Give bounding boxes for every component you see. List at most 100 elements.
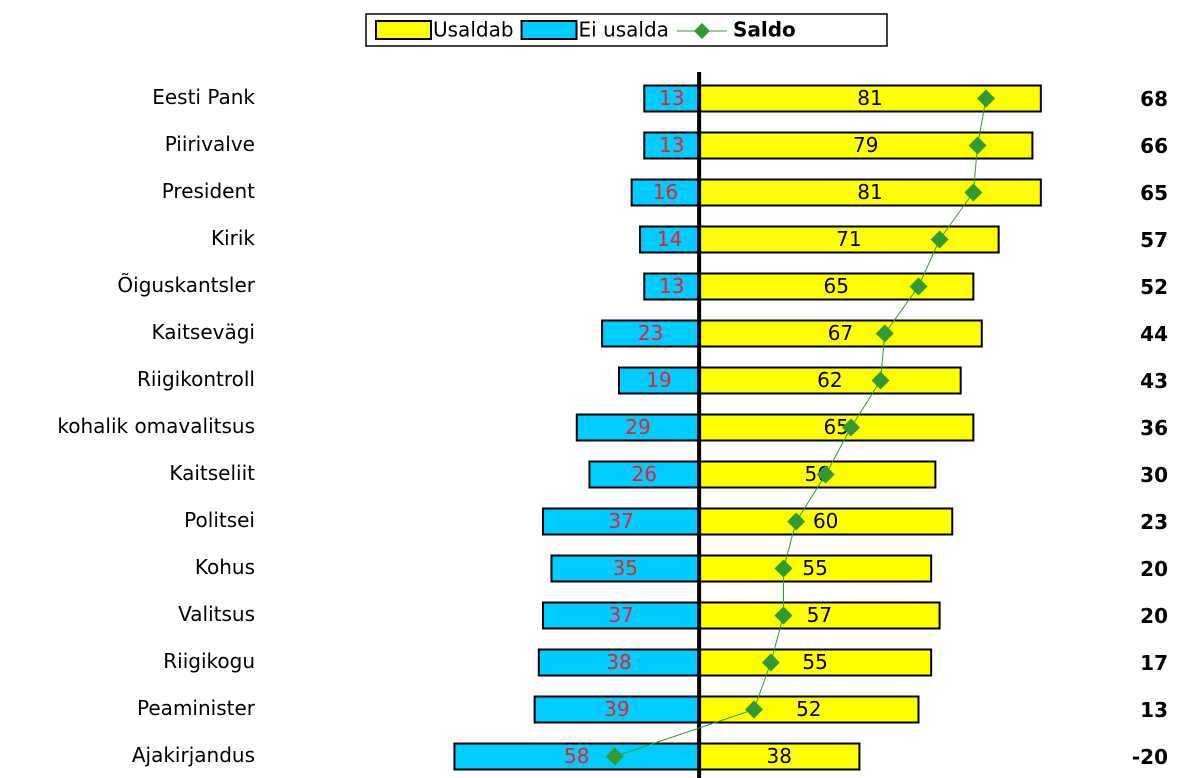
bar — [698, 178, 1042, 207]
saldo-marker — [774, 559, 793, 578]
category-label: President — [162, 179, 255, 203]
saldo-label: 17 — [1140, 651, 1168, 675]
saldo-label: 68 — [1140, 87, 1168, 111]
data-label: 60 — [813, 509, 838, 533]
data-label: 23 — [638, 321, 663, 345]
data-label: 29 — [625, 415, 650, 439]
category-label: Riigikogu — [163, 649, 255, 673]
bar — [453, 742, 701, 771]
saldo-marker — [761, 653, 780, 672]
saldo-label: 30 — [1140, 463, 1168, 487]
saldo-marker — [842, 418, 860, 437]
saldo-marker — [816, 465, 835, 484]
saldo-label: 44 — [1140, 322, 1168, 346]
saldo-marker — [930, 230, 949, 249]
data-label: 19 — [646, 368, 671, 392]
saldo-label: 65 — [1140, 181, 1168, 205]
category-label: Kaitseliit — [169, 461, 255, 485]
data-label: 55 — [802, 556, 827, 580]
category-label: Valitsus — [178, 602, 255, 626]
data-label: 81 — [857, 180, 882, 204]
data-label: 62 — [817, 368, 842, 392]
data-label: 65 — [824, 274, 849, 298]
bar — [698, 507, 954, 536]
saldo-label: 20 — [1140, 557, 1168, 581]
data-label: 13 — [659, 274, 684, 298]
data-label: 52 — [796, 697, 821, 721]
bar — [698, 742, 861, 771]
saldo-marker — [605, 747, 624, 766]
data-label: 55 — [802, 650, 827, 674]
data-label: 38 — [767, 744, 792, 768]
saldo-marker — [744, 700, 763, 719]
saldo-label: 52 — [1140, 275, 1168, 299]
bar — [698, 366, 962, 395]
data-label: 35 — [613, 556, 638, 580]
legend-frame — [365, 13, 888, 47]
data-label: 58 — [564, 744, 589, 768]
category-label: Piirivalve — [165, 132, 255, 156]
saldo-marker — [977, 89, 995, 108]
data-label: 13 — [659, 133, 684, 157]
saldo-label: 43 — [1140, 369, 1168, 393]
bar — [698, 601, 941, 630]
bar — [643, 131, 701, 160]
data-label: 79 — [853, 133, 878, 157]
data-label: 38 — [606, 650, 631, 674]
data-label: 26 — [632, 462, 657, 486]
saldo-label: 36 — [1140, 416, 1168, 440]
category-label: Kirik — [211, 226, 255, 250]
data-label: 37 — [608, 509, 633, 533]
legend-label: Usaldab — [433, 18, 514, 42]
category-label: Riigikontroll — [137, 367, 255, 391]
data-label: 81 — [857, 86, 882, 110]
bar — [588, 460, 701, 489]
data-label: 39 — [604, 697, 629, 721]
bar — [537, 648, 701, 677]
saldo-marker — [875, 324, 894, 343]
data-label: 67 — [828, 321, 853, 345]
legend-swatch — [375, 20, 432, 40]
category-label: kohalik omavalitsus — [57, 414, 255, 438]
category-label: Õiguskantsler — [117, 273, 255, 297]
saldo-label: 13 — [1140, 698, 1168, 722]
legend-swatch — [520, 20, 578, 40]
legend: Usaldab Ei usalda Saldo — [365, 13, 888, 47]
category-label: Politsei — [184, 508, 255, 532]
category-label: Eesti Pank — [152, 85, 255, 109]
bar — [698, 554, 933, 583]
bar — [698, 272, 975, 301]
data-label: 37 — [608, 603, 633, 627]
saldo-label: 66 — [1140, 134, 1168, 158]
legend-marker — [693, 23, 710, 39]
saldo-marker — [964, 183, 983, 202]
category-label: Kaitsevägi — [152, 320, 256, 344]
saldo-marker — [968, 136, 987, 155]
saldo-label: 20 — [1140, 604, 1168, 628]
legend-label: Saldo — [733, 18, 796, 42]
bar — [630, 178, 701, 207]
saldo-marker — [909, 277, 928, 296]
saldo-marker — [787, 512, 806, 531]
saldo-label: 23 — [1140, 510, 1168, 534]
bar — [550, 554, 701, 583]
data-label: 71 — [836, 227, 861, 251]
data-label: 57 — [807, 603, 832, 627]
saldo-marker — [774, 606, 793, 625]
bar — [575, 413, 701, 442]
data-label: 14 — [657, 227, 682, 251]
saldo-label: 57 — [1140, 228, 1168, 252]
saldo-label: -20 — [1132, 745, 1168, 769]
legend-label: Ei usalda — [579, 18, 669, 42]
saldo-marker — [871, 371, 890, 390]
bar — [542, 601, 701, 630]
bar — [533, 695, 701, 724]
data-label: 16 — [653, 180, 678, 204]
category-label: Ajakirjandus — [132, 743, 255, 767]
category-label: Kohus — [195, 555, 255, 579]
bar — [698, 225, 1000, 254]
data-label: 13 — [659, 86, 684, 110]
category-label: Peaminister — [137, 696, 256, 720]
